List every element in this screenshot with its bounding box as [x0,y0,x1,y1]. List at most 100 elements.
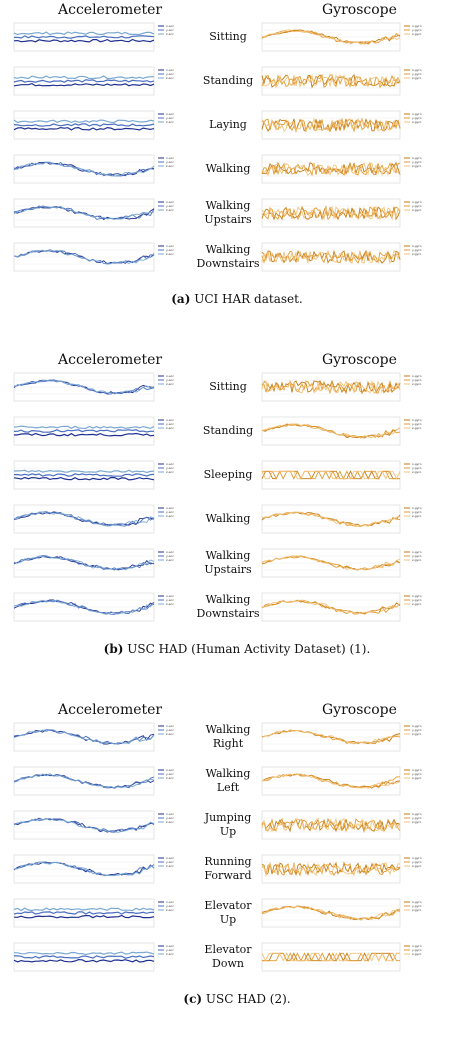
legend-label: z-acc [166,120,174,124]
series-line [14,161,155,177]
legend-label: x-gyro [412,418,422,422]
legend-label: y-gyro [412,598,422,602]
legend-label: x-gyro [412,594,422,598]
legend-label: z-gyro [412,120,422,124]
legend-label: y-gyro [412,248,422,252]
legend-label: x-acc [166,812,174,816]
activity-label: Walking Left [196,767,260,795]
accelerometer-header: Accelerometer [58,352,163,368]
series-line [13,861,155,877]
series-line [261,817,401,833]
legend-label: y-acc [166,466,174,470]
legend-label: y-acc [166,160,174,164]
activity-label-line: Walking [205,723,251,736]
legend-label: y-acc [166,554,174,558]
series-line [261,423,401,439]
legend-label: x-acc [166,156,174,160]
series-line [261,861,401,877]
activity-label-line: Elevator [204,943,252,956]
series-line [14,35,155,39]
legend-label: z-acc [166,164,174,168]
activity-label-line: Walking [205,767,251,780]
activity-label: Standing [196,424,260,438]
legend-label: y-acc [166,72,174,76]
activity-label-line: Upstairs [204,213,252,226]
legend-label: z-acc [166,470,174,474]
series-line [261,380,401,394]
activity-label-line: Jumping [204,811,252,824]
legend-label: z-acc [166,602,174,606]
caption-letter: (a) [171,292,191,306]
series-line [262,862,401,877]
legend-label: y-acc [166,510,174,514]
series-line [13,205,155,220]
legend-label: y-acc [166,422,174,426]
legend-label: z-acc [166,864,174,868]
activity-label: Walking Upstairs [196,549,260,577]
legend-label: x-acc [166,462,174,466]
series-line [13,555,155,571]
legend-label: x-acc [166,68,174,72]
legend-label: y-gyro [412,554,422,558]
series-line [13,31,155,36]
series-line [261,773,401,789]
series-line [13,818,155,833]
legend-label: x-acc [166,944,174,948]
legend-label: z-gyro [412,776,422,780]
legend-label: x-gyro [412,856,422,860]
legend-label: z-acc [166,908,174,912]
legend-label: z-gyro [412,514,422,518]
legend-label: x-acc [166,200,174,204]
series-line [261,817,401,833]
activity-label-line: Laying [209,118,247,131]
panel-a: Accelerometer Gyroscope x-acc y-acc z-acc x-g… [0,0,474,345]
activity-label-line: Walking [205,243,251,256]
legend-label: x-gyro [412,768,422,772]
series-line [13,79,155,83]
legend-label: z-gyro [412,252,422,256]
legend-label: z-acc [166,732,174,736]
series-line [261,249,401,265]
legend-label: y-acc [166,728,174,732]
legend-label: y-gyro [412,28,422,32]
series-line [261,74,401,89]
caption-letter: (b) [103,642,124,656]
series-line [13,473,155,477]
activity-label: Laying [196,118,260,132]
legend-label: y-gyro [412,860,422,864]
series-line [13,75,154,80]
legend-label: z-acc [166,952,174,956]
activity-label-line: Walking [205,199,251,212]
series-line [261,599,401,614]
series-line [261,511,401,527]
activity-label: Sitting [196,30,260,44]
activity-label-line: Elevator [204,899,252,912]
legend-label: z-acc [166,776,174,780]
legend-label: x-gyro [412,244,422,248]
activity-label-line: Walking [205,593,251,606]
series-line [13,914,155,919]
legend-label: z-gyro [412,602,422,606]
series-line [13,476,155,481]
panel-caption: (c) USC HAD (2). [0,992,474,1006]
legend-label: y-acc [166,904,174,908]
series-line [261,952,400,962]
activity-label: Walking Right [196,723,260,751]
series-line [261,205,401,221]
legend-label: x-acc [166,724,174,728]
legend-label: x-gyro [412,112,422,116]
